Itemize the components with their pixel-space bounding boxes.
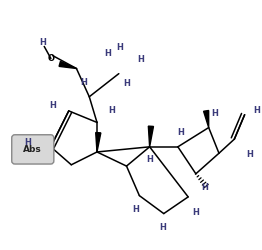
Text: H: H — [212, 109, 219, 118]
Polygon shape — [148, 126, 154, 147]
Polygon shape — [59, 62, 77, 68]
Text: H: H — [24, 138, 31, 147]
Text: H: H — [177, 128, 184, 137]
Text: H: H — [104, 48, 111, 58]
Text: H: H — [81, 78, 88, 87]
Text: H: H — [123, 80, 130, 88]
Text: O: O — [47, 54, 54, 63]
Text: H: H — [137, 55, 144, 64]
Text: H: H — [108, 106, 116, 116]
Text: H: H — [40, 38, 46, 47]
Text: H: H — [133, 205, 139, 214]
Text: Abs: Abs — [23, 145, 42, 154]
FancyBboxPatch shape — [12, 135, 54, 164]
Polygon shape — [204, 110, 209, 128]
Text: H: H — [49, 101, 56, 110]
Text: H: H — [201, 184, 208, 192]
Polygon shape — [96, 132, 101, 152]
Text: H: H — [192, 208, 199, 217]
Text: H: H — [146, 155, 153, 164]
Text: H: H — [116, 44, 123, 52]
Text: H: H — [246, 150, 253, 159]
Text: H: H — [159, 223, 166, 232]
Text: H: H — [254, 106, 260, 116]
